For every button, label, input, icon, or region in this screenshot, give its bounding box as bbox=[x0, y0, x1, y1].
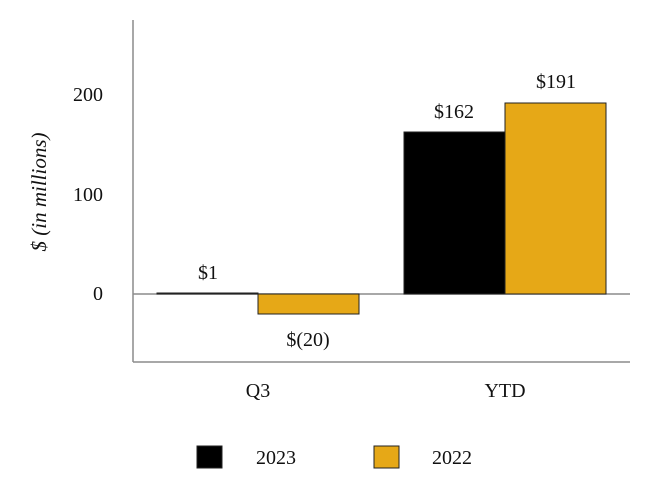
bars-group bbox=[156, 102, 607, 315]
y-tick-label-100: 100 bbox=[73, 184, 103, 206]
legend-swatch-2023 bbox=[196, 445, 223, 469]
legend-label-2022: 2022 bbox=[432, 447, 472, 469]
category-label-ytd: YTD bbox=[484, 380, 525, 402]
bar-2022-ytd bbox=[504, 102, 607, 295]
data-label-2023-q3: $1 bbox=[198, 262, 218, 284]
bar-2023-ytd bbox=[403, 131, 506, 295]
bar-2023-q3 bbox=[156, 292, 259, 295]
y-axis-title: $ (in millions) bbox=[27, 132, 51, 251]
bar-2022-q3 bbox=[257, 293, 360, 315]
y-tick-label-0: 0 bbox=[93, 283, 103, 305]
category-label-q3: Q3 bbox=[246, 380, 270, 402]
data-label-2023-ytd: $162 bbox=[434, 101, 474, 123]
legend-label-2023: 2023 bbox=[256, 447, 296, 469]
data-label-2022-q3: $(20) bbox=[286, 329, 329, 351]
legend-swatch-2022 bbox=[373, 445, 400, 469]
y-tick-label-200: 200 bbox=[73, 84, 103, 106]
data-label-2022-ytd: $191 bbox=[536, 71, 576, 93]
